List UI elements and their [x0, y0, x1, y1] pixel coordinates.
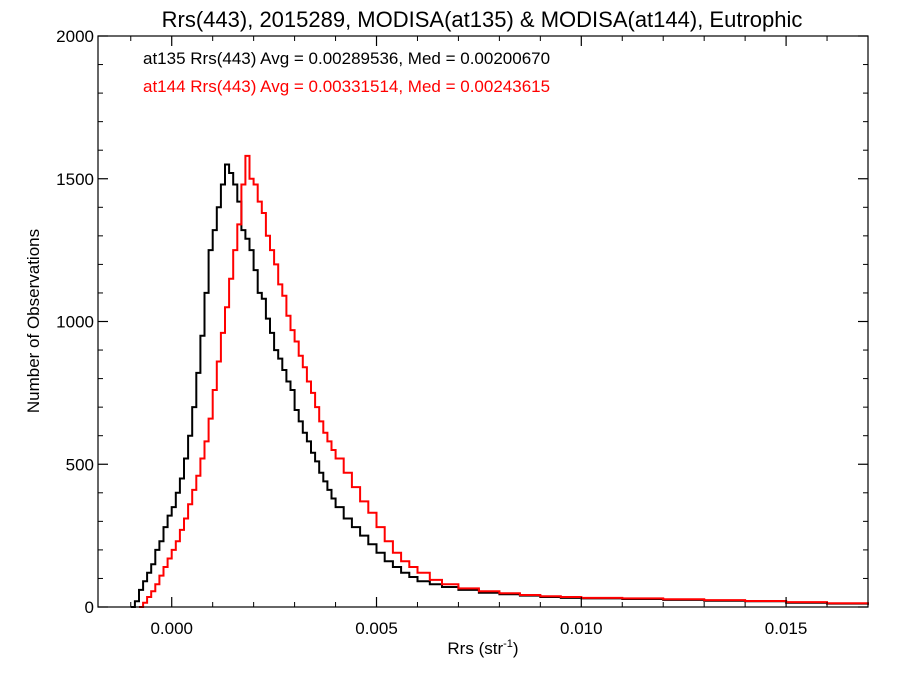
- x-axis-label-close: ): [513, 639, 519, 658]
- y-tick-label: 1000: [56, 313, 94, 332]
- x-axis-label-sup: -1: [503, 638, 513, 650]
- x-axis-label-main: Rrs (str: [447, 639, 503, 658]
- axes-layer: 0.000 0.005 0.010 0.015 0 500 1000 1500 2000: [56, 27, 869, 638]
- series-layer: [130, 154, 869, 608]
- plot-frame: [97, 35, 869, 608]
- series-at135-step: [130, 163, 869, 608]
- y-tick-label: 1500: [56, 170, 94, 189]
- x-tick-label: 0.005: [355, 619, 398, 638]
- y-tick-label: 0: [85, 598, 94, 617]
- series-at144-step: [139, 154, 869, 608]
- x-tick-label: 0.000: [150, 619, 193, 638]
- chart-title: Rrs(443), 2015289, MODISA(at135) & MODIS…: [162, 7, 803, 32]
- x-tick-label: 0.010: [560, 619, 603, 638]
- x-axis-label: Rrs (str-1): [447, 638, 518, 658]
- annotation-at144: at144 Rrs(443) Avg = 0.00331514, Med = 0…: [143, 77, 550, 96]
- annotation-at135: at135 Rrs(443) Avg = 0.00289536, Med = 0…: [143, 49, 550, 68]
- y-tick-label: 2000: [56, 27, 94, 46]
- x-tick-label: 0.015: [765, 619, 808, 638]
- y-tick-label: 500: [66, 455, 94, 474]
- y-axis-label: Number of Observations: [24, 229, 43, 413]
